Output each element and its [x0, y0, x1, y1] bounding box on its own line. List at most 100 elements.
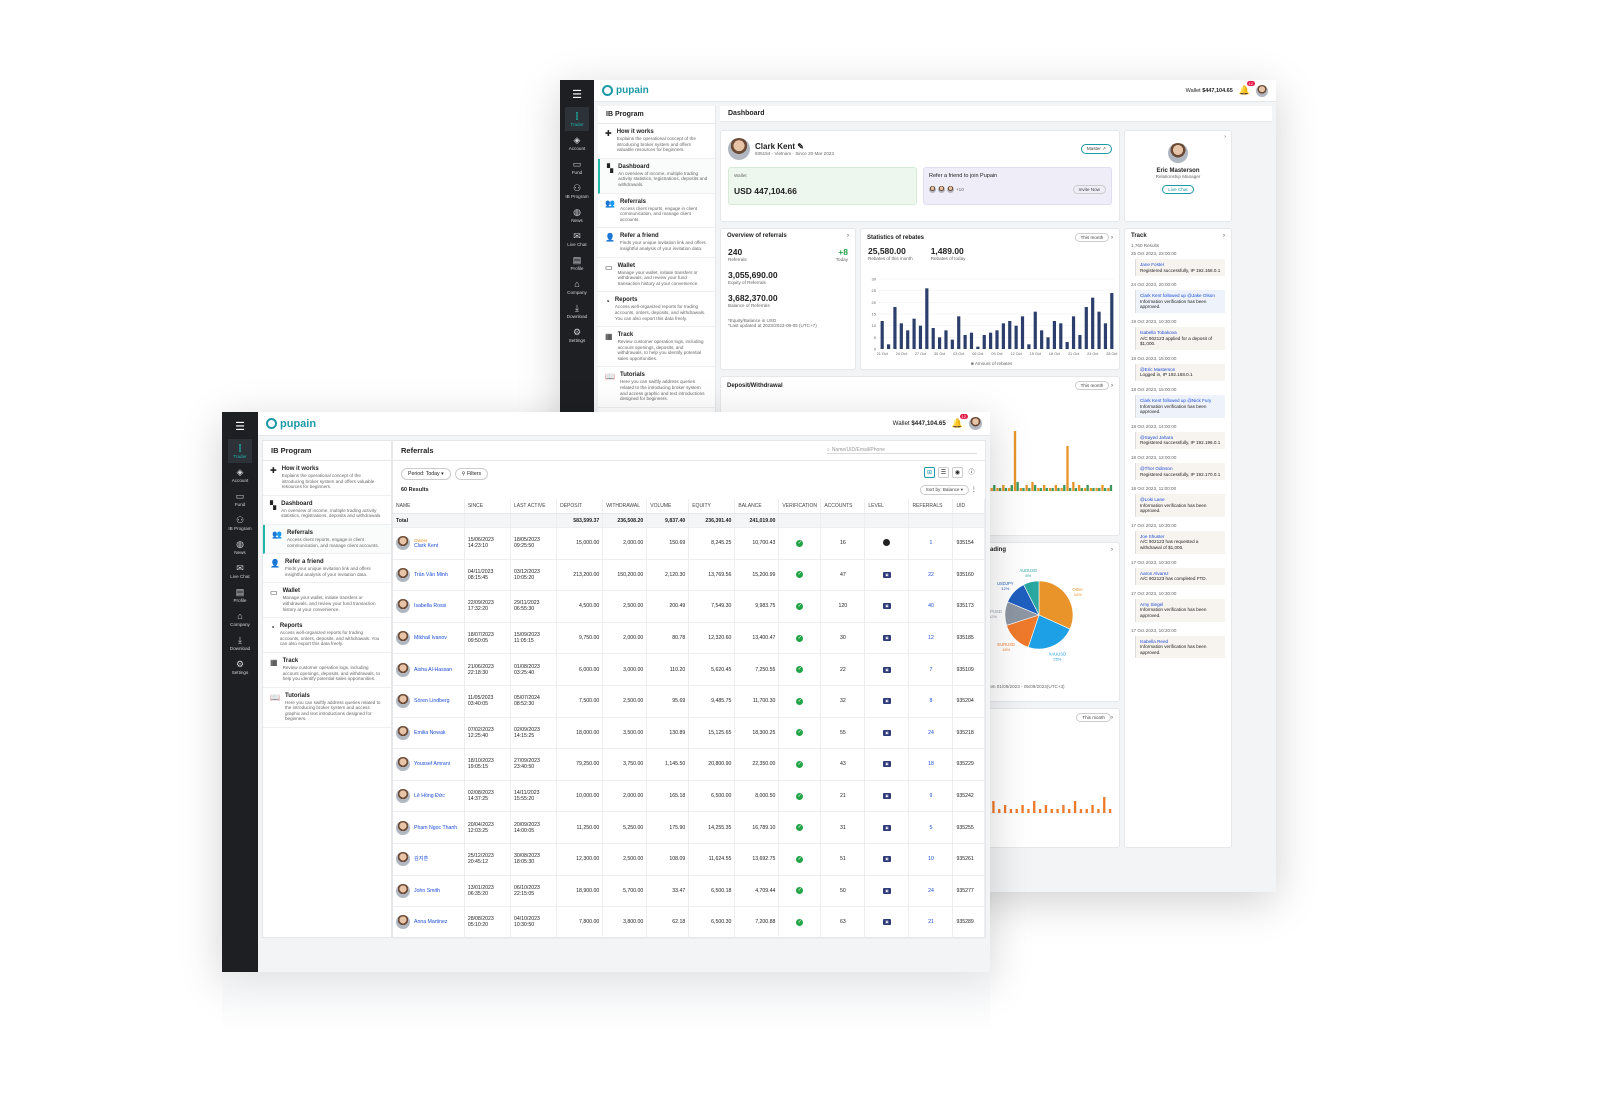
col-referrals[interactable]: Referrals: [908, 499, 954, 514]
chevron-right-icon[interactable]: ›: [1224, 134, 1226, 140]
col-last-active[interactable]: Last active: [510, 499, 558, 514]
rail-item-news[interactable]: ◍ News: [565, 203, 588, 227]
track-item[interactable]: Aaron Alvarez A/C 902123 has completed FT…: [1135, 567, 1225, 585]
referrals-cell[interactable]: 18: [908, 748, 954, 781]
menu-item-reports[interactable]: ◔ Reports Access well-organized reports fo…: [598, 292, 715, 328]
col-uid[interactable]: UID: [952, 499, 985, 514]
track-item[interactable]: Clark Kent followed up @Jake Olson Inform…: [1135, 290, 1225, 313]
wallet-card[interactable]: Wallet USD 447,104.66: [728, 167, 917, 205]
track-actor[interactable]: @Loki Lane: [1140, 497, 1165, 503]
referrals-cell[interactable]: 7: [908, 653, 954, 686]
table-row[interactable]: Youssef Amrani 18/10/2023 19:05:15 27/09/2…: [393, 748, 985, 781]
edit-icon[interactable]: ✎: [797, 142, 804, 151]
track-actor[interactable]: Jane Foster: [1140, 262, 1165, 267]
referrals-cell[interactable]: 1: [908, 527, 954, 560]
table-row[interactable]: Trần Văn Minh 04/11/2023 08:15:45 03/12/20…: [393, 559, 985, 592]
referrals-cell[interactable]: 21: [908, 906, 954, 939]
track-item[interactable]: Isabella Reed Information verification ha…: [1135, 635, 1225, 659]
referral-name[interactable]: Anna Martinez: [414, 919, 448, 926]
rail-item-company[interactable]: ⌂ Company: [228, 607, 251, 631]
filters-button[interactable]: ⚲ Filters: [454, 467, 489, 480]
menu-item-referrals[interactable]: 👥 Referrals Access client reports, engage …: [598, 194, 715, 229]
bell-icon[interactable]: 🔔 12: [951, 414, 968, 428]
col-balance[interactable]: Balance: [734, 499, 780, 514]
menu-item-how-it-works[interactable]: ✚ How it works Explains the operational co…: [598, 124, 715, 159]
table-row[interactable]: Owner Clark Kent 15/06/2023 14:23:10 18/05/…: [393, 527, 985, 560]
referral-name[interactable]: Mikhail Ivanov: [414, 635, 447, 642]
col-name[interactable]: Name: [393, 499, 465, 514]
track-item[interactable]: @Eric Masterson Logged in, IP 192.168.0.1: [1135, 363, 1225, 381]
rail-item-account[interactable]: ◈ Account: [565, 131, 588, 155]
hamburger-icon[interactable]: ☰: [572, 89, 582, 101]
info-icon[interactable]: ⓘ: [968, 470, 975, 476]
menu-item-wallet[interactable]: ▭ Wallet Manage your wallet, initiate tran…: [598, 258, 715, 293]
track-item[interactable]: @Thor Odinson Registered successfully, IP…: [1135, 462, 1225, 481]
referral-name[interactable]: Phạm Ngọc Thanh: [414, 824, 458, 831]
bell-icon[interactable]: 🔔 12: [1238, 81, 1255, 95]
track-actor[interactable]: @Eric Masterson: [1140, 366, 1176, 372]
wallet-balance[interactable]: Wallet $447,104.65: [893, 420, 946, 427]
referral-name[interactable]: Lê Hồng Đức: [414, 793, 445, 800]
referral-name[interactable]: Sören Lindberg: [414, 698, 450, 705]
menu-item-tutorials[interactable]: 📖 Tutorials Here you can swiftly address q…: [598, 367, 715, 408]
table-row[interactable]: 김지훈 25/12/2023 20:45:12 30/08/2023 18:05:3…: [393, 843, 985, 876]
period-select[interactable]: This month: [1076, 713, 1111, 722]
referrals-cell[interactable]: 8: [908, 685, 954, 718]
col-since[interactable]: Since: [464, 499, 511, 514]
table-row[interactable]: Aisha Al-Hassan 21/06/2023 22:18:30 01/08/…: [393, 653, 985, 686]
menu-item-refer-a-friend[interactable]: 👤 Refer a friend Finds your unique invitat…: [263, 554, 391, 584]
track-actor[interactable]: Clark Kent followed up @Nick Fury: [1140, 397, 1212, 403]
referrals-cell[interactable]: 22: [908, 559, 954, 592]
avatar[interactable]: [969, 417, 982, 430]
referral-name[interactable]: Youssef Amrani: [414, 761, 450, 768]
chevron-right-icon[interactable]: ›: [1223, 233, 1225, 239]
referral-name[interactable]: Isabella Rossi: [414, 603, 447, 610]
col-level[interactable]: Level: [864, 499, 910, 514]
referrals-cell[interactable]: 24: [908, 875, 954, 908]
live-chat-button[interactable]: Live Chat: [1162, 185, 1194, 194]
track-item[interactable]: @Sayed Jahara Registered successfully, IP…: [1135, 431, 1225, 449]
referral-name[interactable]: Emilia Nowak: [414, 729, 446, 736]
chevron-right-icon[interactable]: ›: [847, 233, 849, 239]
referral-name[interactable]: Clark Kent: [414, 542, 439, 549]
track-actor[interactable]: @Thor Odinson: [1140, 465, 1173, 471]
track-actor[interactable]: Isabella Tobakova: [1140, 329, 1177, 335]
rail-item-ib-program[interactable]: ⚇ IB Program: [565, 179, 588, 203]
table-row[interactable]: Phạm Ngọc Thanh 20/04/2023 12:03:25 20/09/…: [393, 811, 985, 844]
rail-item-company[interactable]: ⌂ Company: [565, 275, 588, 299]
rail-item-download[interactable]: ⤓ Download: [228, 631, 251, 655]
col-volume[interactable]: Volume: [646, 499, 690, 514]
table-row[interactable]: Sören Lindberg 11/05/2023 03:40:05 05/07/2…: [393, 685, 985, 718]
track-actor[interactable]: Amy Siegel: [1140, 601, 1164, 607]
period-select[interactable]: This month: [1074, 381, 1110, 390]
referrals-cell[interactable]: 24: [908, 717, 954, 750]
referral-name[interactable]: John Smith: [414, 887, 440, 894]
rail-item-account[interactable]: ◈ Account: [228, 463, 251, 487]
table-row[interactable]: Mikhail Ivanov 18/07/2023 09:50:05 15/09/2…: [393, 622, 985, 655]
rail-item-trader[interactable]: ⫿ Trader: [228, 439, 252, 463]
tree-view-icon[interactable]: ⊞: [924, 467, 935, 478]
menu-item-how-it-works[interactable]: ✚ How it works Explains the operational co…: [263, 461, 391, 496]
rail-item-fund[interactable]: ▭ Fund: [565, 155, 588, 179]
hamburger-icon[interactable]: ☰: [235, 421, 245, 433]
track-actor[interactable]: Isabella Reed: [1140, 638, 1169, 644]
track-actor[interactable]: @Sayed Jahara: [1140, 434, 1174, 440]
period-select[interactable]: Period: Today ▾: [401, 467, 451, 480]
rail-item-ib-program[interactable]: ⚇ IB Program: [228, 511, 251, 535]
table-row[interactable]: Isabella Rossi 22/09/2023 17:32:20 29/11/2…: [393, 590, 985, 623]
menu-item-referrals[interactable]: 👥 Referrals Access client reports, engage …: [263, 524, 391, 555]
table-row[interactable]: Lê Hồng Đức 02/08/2023 14:37:25 14/11/2023…: [393, 780, 985, 813]
avatar[interactable]: [1256, 84, 1268, 97]
brand-logo[interactable]: pupain: [602, 85, 649, 96]
track-item[interactable]: Joe Shuster A/C 902123 has requested a wi…: [1135, 530, 1225, 554]
col-accounts[interactable]: Accounts: [820, 499, 866, 514]
referrals-cell[interactable]: 10: [908, 843, 954, 876]
referral-name[interactable]: Aisha Al-Hassan: [414, 666, 453, 673]
track-item[interactable]: @Loki Lane Information verification has b…: [1135, 494, 1225, 517]
referrals-cell[interactable]: 40: [908, 590, 954, 623]
rail-item-fund[interactable]: ▭ Fund: [228, 487, 251, 511]
track-item[interactable]: Amy Siegel Information verification has b…: [1135, 598, 1225, 622]
user-view-icon[interactable]: ◉: [952, 467, 963, 478]
chevron-right-icon[interactable]: ›: [1111, 714, 1113, 721]
table-row[interactable]: John Smith 13/01/2023 06:35:20 06/10/2023 …: [393, 875, 985, 908]
